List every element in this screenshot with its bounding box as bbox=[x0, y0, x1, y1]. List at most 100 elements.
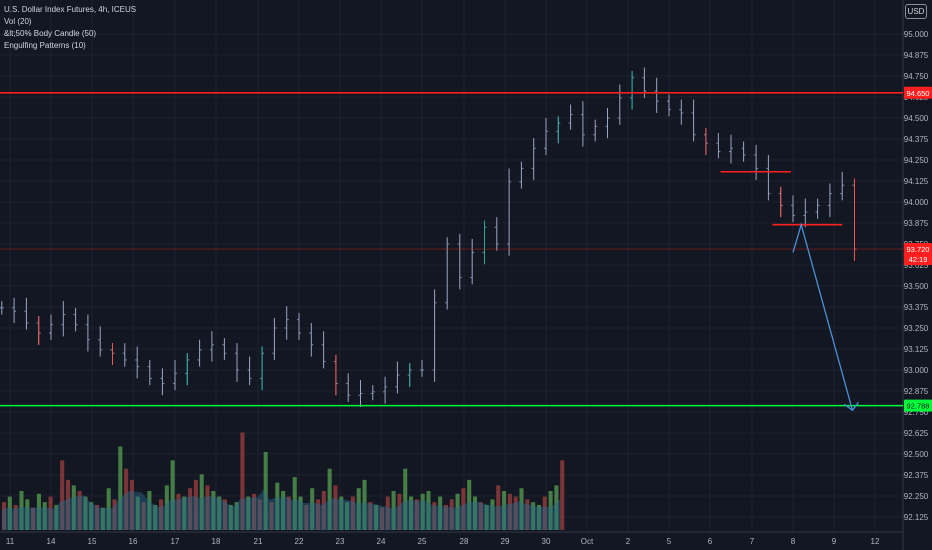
legend-body-candle[interactable]: &lt;50% Body Candle (50) bbox=[4, 29, 97, 38]
candle bbox=[457, 233, 462, 290]
x-tick-label: 14 bbox=[47, 537, 56, 546]
candle bbox=[309, 322, 314, 357]
volume-bar bbox=[124, 468, 129, 530]
volume-bar bbox=[246, 496, 251, 530]
volume-bar bbox=[211, 491, 216, 530]
candle bbox=[260, 346, 265, 391]
volume-bar bbox=[490, 499, 495, 530]
volume-bar bbox=[339, 496, 344, 530]
volume-bar bbox=[83, 496, 88, 530]
volume-bar bbox=[409, 496, 414, 530]
volume-bar bbox=[443, 504, 448, 530]
candle bbox=[494, 217, 499, 251]
price-label-text: 93.720 bbox=[907, 245, 930, 254]
volume-bar bbox=[135, 496, 140, 530]
candle bbox=[284, 306, 289, 340]
volume-bar bbox=[71, 485, 76, 530]
volume-bar bbox=[531, 502, 536, 530]
volume-bar bbox=[455, 493, 460, 530]
volume-bar bbox=[31, 507, 36, 530]
volume-bar bbox=[502, 491, 507, 530]
volume-bar bbox=[374, 504, 379, 530]
x-tick-label: 17 bbox=[171, 537, 180, 546]
candle bbox=[791, 195, 795, 223]
candle bbox=[24, 297, 29, 330]
volume-bar bbox=[286, 496, 291, 530]
y-tick-label: 94.375 bbox=[904, 135, 929, 144]
volume-bar bbox=[560, 460, 565, 530]
legend-symbol-title[interactable]: U.S. Dollar Index Futures, 4h, ICEUS bbox=[4, 5, 137, 14]
volume-bar bbox=[379, 507, 385, 530]
price-label-box bbox=[904, 399, 932, 412]
volume-bar bbox=[548, 491, 553, 530]
candle bbox=[580, 101, 585, 147]
volume-bar bbox=[112, 499, 117, 530]
y-tick-label: 92.375 bbox=[904, 471, 929, 480]
legend-vol[interactable]: Vol (20) bbox=[4, 17, 32, 26]
x-tick-label: 25 bbox=[418, 537, 427, 546]
volume-bar bbox=[438, 496, 443, 530]
candle bbox=[531, 138, 536, 181]
volume-bar bbox=[106, 488, 111, 530]
volume-bar bbox=[449, 499, 454, 530]
candle bbox=[716, 133, 721, 159]
y-tick-label: 94.125 bbox=[904, 177, 929, 186]
candle bbox=[333, 354, 338, 396]
volume-bar bbox=[228, 504, 233, 530]
volume-bar bbox=[7, 496, 12, 530]
y-tick-label: 92.250 bbox=[904, 492, 929, 501]
candle bbox=[840, 171, 845, 201]
candle bbox=[703, 128, 708, 155]
volume-bar bbox=[356, 488, 361, 530]
volume-bar bbox=[414, 499, 419, 530]
volume-bar bbox=[147, 491, 152, 530]
candle bbox=[593, 119, 598, 142]
y-tick-label: 93.625 bbox=[904, 261, 929, 270]
volume-bar bbox=[321, 491, 326, 530]
candle bbox=[98, 326, 103, 357]
x-tick-label: 23 bbox=[336, 537, 345, 546]
volume-bar bbox=[525, 499, 530, 530]
candle bbox=[654, 77, 659, 113]
candle bbox=[605, 107, 610, 139]
candle bbox=[407, 363, 412, 387]
candle bbox=[803, 198, 808, 228]
candle bbox=[36, 316, 41, 345]
candle bbox=[235, 343, 239, 382]
price-label-text: 42:19 bbox=[909, 255, 928, 264]
volume-bar bbox=[350, 496, 355, 530]
candle bbox=[617, 84, 622, 125]
x-tick-label: 11 bbox=[6, 537, 15, 546]
candle bbox=[544, 118, 548, 155]
volume-ma-area bbox=[2, 489, 561, 530]
volume-bar bbox=[54, 504, 59, 530]
volume-bar bbox=[164, 485, 169, 530]
candle bbox=[778, 186, 783, 218]
candle bbox=[507, 168, 512, 256]
volume-bar bbox=[89, 502, 94, 530]
volume-bar bbox=[472, 496, 478, 530]
currency-button[interactable]: USD bbox=[905, 4, 927, 19]
volume-bar bbox=[542, 496, 547, 530]
volume-bar bbox=[60, 460, 65, 530]
candle bbox=[173, 359, 177, 391]
volume-bar bbox=[77, 491, 82, 530]
x-tick-label: 8 bbox=[791, 537, 796, 546]
x-tick-label: 28 bbox=[460, 537, 469, 546]
x-tick-label: 29 bbox=[501, 537, 510, 546]
volume-bar bbox=[257, 499, 262, 530]
candle bbox=[691, 99, 696, 142]
candle bbox=[321, 331, 326, 369]
volume-bar bbox=[240, 432, 245, 530]
volume-bar bbox=[292, 477, 297, 530]
candle bbox=[556, 116, 561, 144]
legend-engulfing[interactable]: Engulfing Patterns (10) bbox=[4, 41, 86, 50]
volume-bar bbox=[478, 502, 483, 530]
volume-bar bbox=[304, 504, 309, 530]
volume-bar bbox=[281, 491, 286, 530]
candle bbox=[197, 339, 202, 367]
candle bbox=[395, 361, 400, 394]
volume-bar bbox=[222, 499, 228, 530]
